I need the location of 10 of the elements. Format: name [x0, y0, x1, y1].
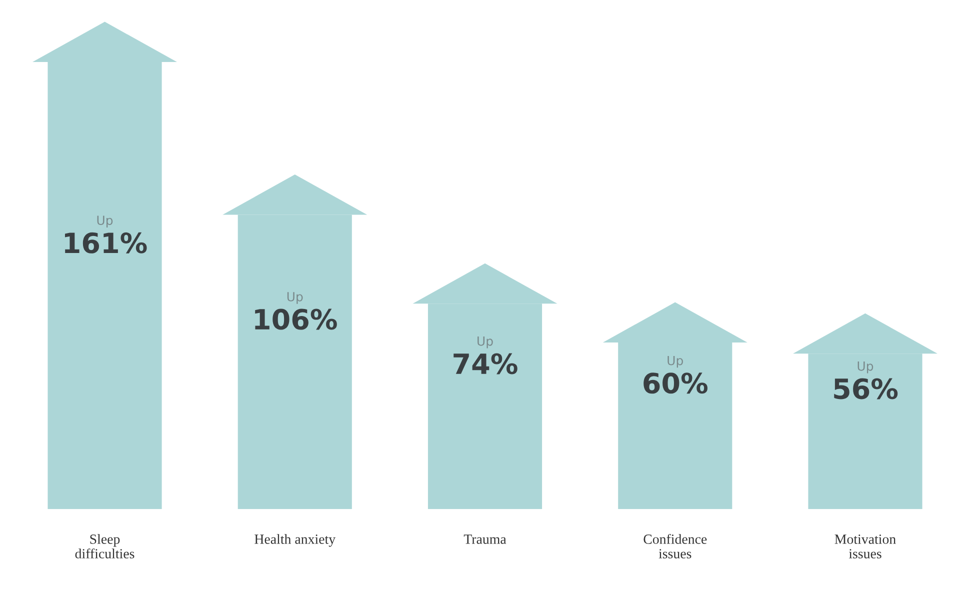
data-label: Up 161% — [64, 216, 147, 254]
data-label: Up 60% — [644, 356, 708, 394]
data-label: Up 56% — [834, 362, 898, 400]
x-tick-label: Confidence issues — [644, 534, 707, 558]
x-tick-label: Trauma — [464, 534, 506, 544]
data-label: Up 74% — [454, 336, 518, 374]
data-label: Up 106% — [255, 292, 337, 330]
x-tick-label: Health anxiety — [254, 534, 336, 547]
x-tick-label: Sleep difficulties — [75, 534, 134, 558]
x-tick-label: Motivation issues — [834, 534, 896, 558]
